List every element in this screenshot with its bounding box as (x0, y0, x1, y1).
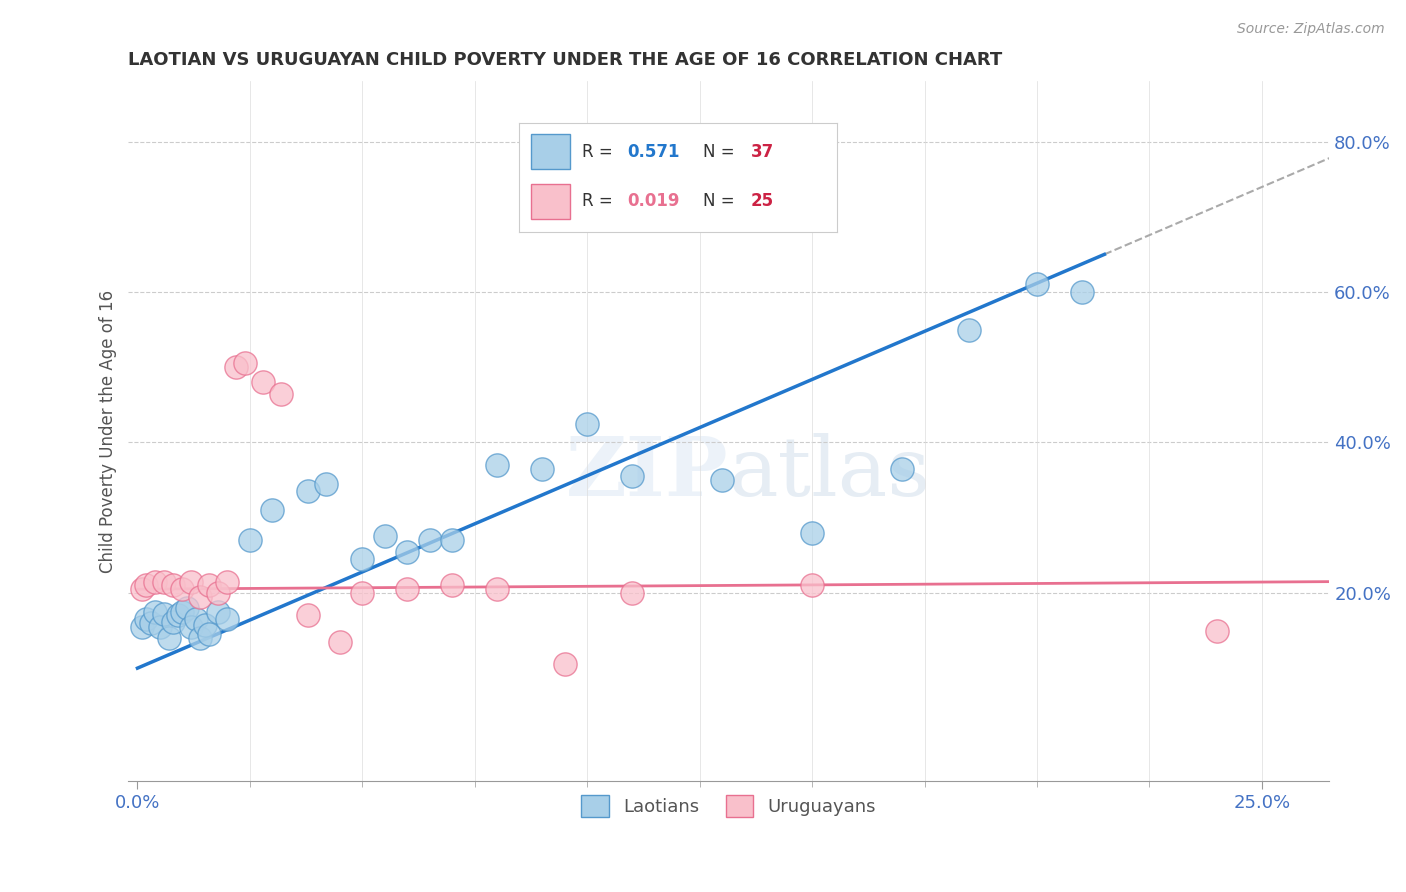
Point (315, 476, 337, 491)
Point (801, 525, 824, 540)
Point (176, 601, 198, 615)
Point (711, 473, 734, 487)
Point (621, 469, 644, 483)
Point (441, 578, 464, 592)
Point (576, 417, 599, 431)
Point (162, 615, 184, 629)
Point (270, 386, 292, 401)
Text: ZIP: ZIP (567, 434, 728, 513)
Point (225, 360, 247, 375)
Point (153, 607, 176, 621)
Point (262, 503, 284, 517)
Point (139, 615, 162, 630)
Point (131, 620, 153, 634)
Point (621, 586, 644, 600)
Point (184, 612, 207, 626)
Point (396, 582, 419, 596)
Point (172, 605, 194, 619)
Point (554, 657, 576, 672)
Point (135, 612, 157, 626)
Point (235, 356, 257, 370)
Y-axis label: Child Poverty Under the Age of 16: Child Poverty Under the Age of 16 (100, 290, 117, 573)
Point (486, 582, 509, 596)
Point (1026, 277, 1049, 292)
Point (149, 620, 172, 634)
Point (162, 578, 184, 592)
Point (352, 552, 374, 566)
Point (801, 578, 824, 592)
Text: atlas: atlas (728, 434, 931, 513)
Point (329, 635, 352, 649)
Point (167, 608, 190, 623)
Point (891, 462, 914, 476)
Point (297, 608, 319, 623)
Point (531, 462, 554, 476)
Point (239, 533, 262, 548)
Point (419, 533, 441, 548)
Point (131, 582, 153, 596)
Point (396, 544, 419, 558)
Point (198, 578, 221, 592)
Point (207, 586, 229, 600)
Point (1070, 285, 1092, 299)
Point (217, 574, 239, 589)
Point (207, 605, 229, 619)
Point (198, 627, 221, 641)
Point (145, 605, 167, 619)
Point (297, 484, 319, 499)
Point (157, 631, 180, 645)
Point (172, 582, 194, 596)
Point (217, 612, 239, 626)
Point (252, 376, 274, 390)
Point (180, 620, 202, 634)
Point (145, 574, 167, 589)
Point (190, 590, 212, 604)
Point (194, 617, 217, 632)
Point (190, 631, 212, 645)
Legend: Laotians, Uruguayans: Laotians, Uruguayans (574, 788, 883, 824)
Point (180, 574, 202, 589)
Point (374, 529, 396, 543)
Text: Source: ZipAtlas.com: Source: ZipAtlas.com (1237, 22, 1385, 37)
Point (1205, 624, 1227, 638)
Point (153, 574, 176, 589)
Point (352, 586, 374, 600)
Point (135, 578, 157, 592)
Point (959, 323, 981, 337)
Text: LAOTIAN VS URUGUAYAN CHILD POVERTY UNDER THE AGE OF 16 CORRELATION CHART: LAOTIAN VS URUGUAYAN CHILD POVERTY UNDER… (128, 51, 1002, 69)
Point (441, 533, 464, 548)
Point (486, 458, 509, 472)
